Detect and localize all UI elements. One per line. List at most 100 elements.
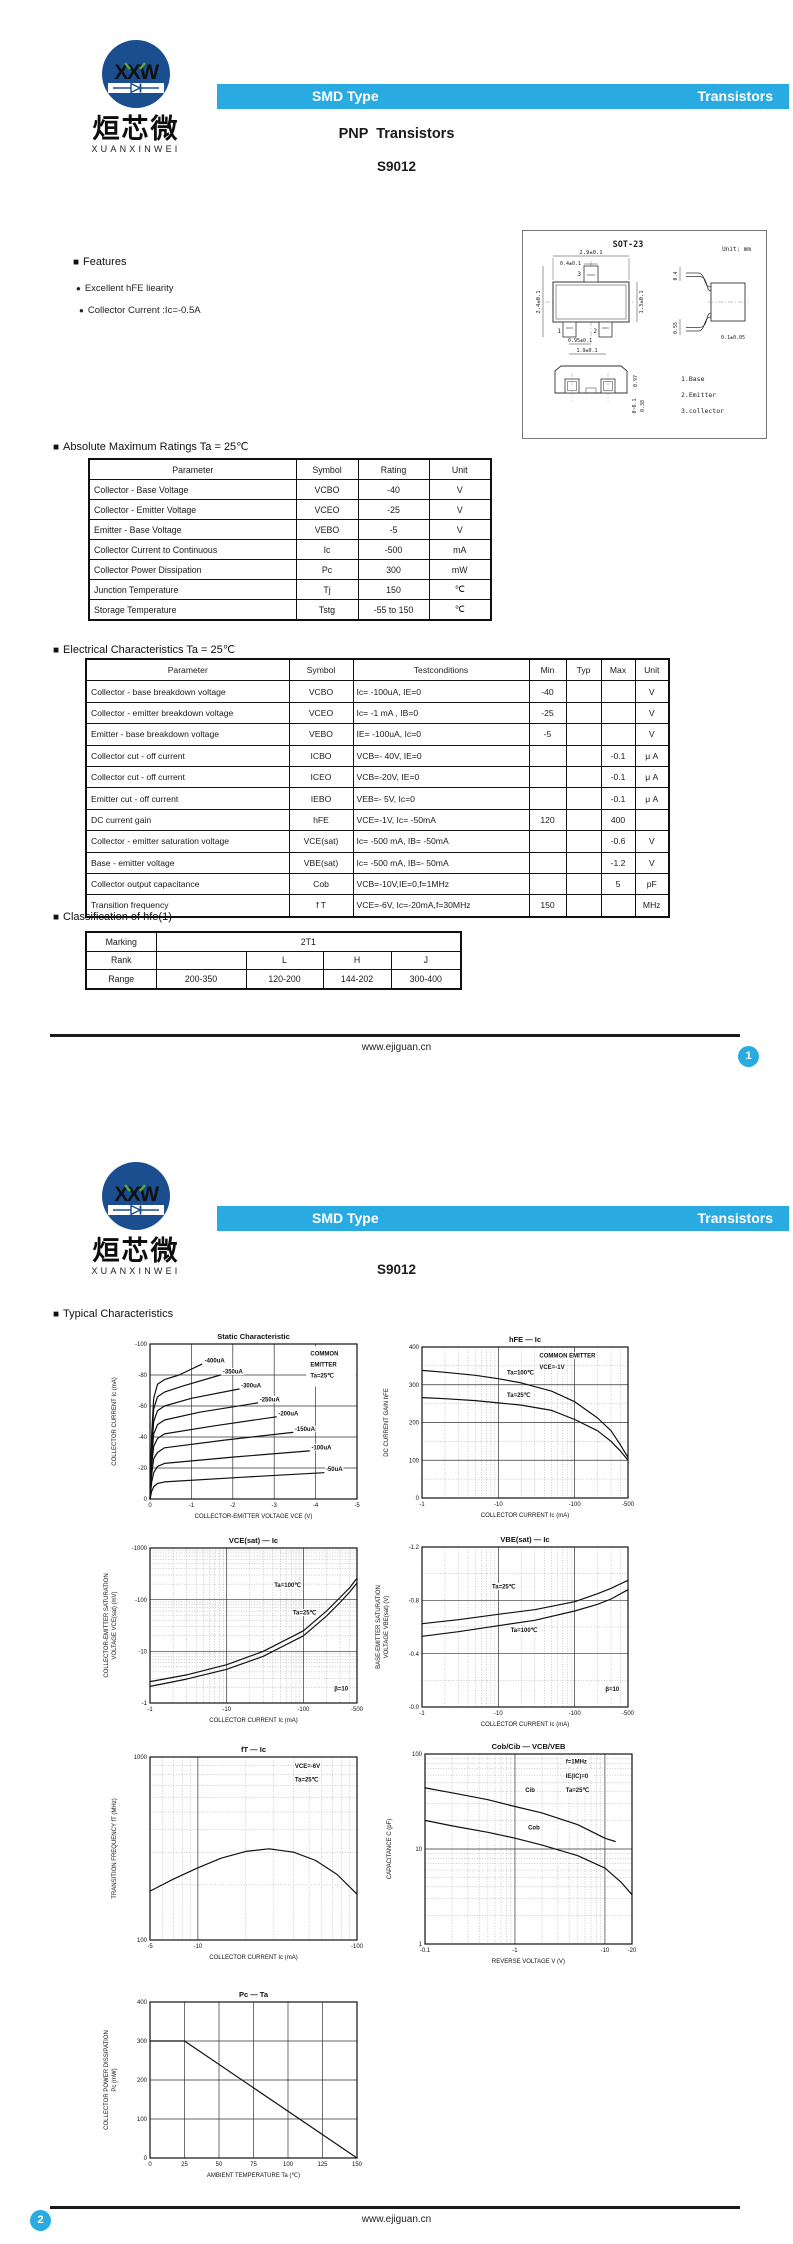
table-row: Collector - Emitter Voltage VCEO -25 V xyxy=(88,499,492,520)
logo-green-accent xyxy=(139,62,146,70)
table-cell: -0.6 xyxy=(600,830,636,853)
abs-max-heading: ■ Absolute Maximum Ratings Ta = 25℃ xyxy=(53,440,249,453)
table-cell: V xyxy=(428,499,492,520)
table-cell xyxy=(565,723,602,746)
company-logo: XXW 烜芯微 XUANXINWEI xyxy=(70,36,202,154)
svg-text:100: 100 xyxy=(137,1938,148,1944)
table-cell: Collector cut - off current xyxy=(85,744,290,767)
table-cell: Marking xyxy=(85,931,157,952)
svg-text:-10: -10 xyxy=(601,1948,610,1954)
section-square-icon: ■ xyxy=(53,442,60,453)
feature-item: ● Excellent hFE liearity xyxy=(76,283,174,294)
logo-english-name: XUANXINWEI xyxy=(91,144,181,154)
table-cell: L xyxy=(245,950,324,970)
table-cell: 120-200 xyxy=(245,969,324,989)
svg-text:300: 300 xyxy=(409,1383,420,1389)
table-cell: Collector - Emitter Voltage xyxy=(88,499,297,520)
svg-text:100: 100 xyxy=(137,2117,148,2123)
table-row: DC current gain hFE VCE=-1V, Ic= -50mA 120 4… xyxy=(85,808,670,832)
svg-text:-10: -10 xyxy=(494,1502,503,1508)
page-number-badge: 1 xyxy=(738,1046,759,1067)
package-unit: Unit: mm xyxy=(722,246,751,253)
svg-text:-3: -3 xyxy=(272,1503,278,1509)
absolute-maximum-ratings-table: Parameter Symbol Rating Unit Collector - Bas… xyxy=(88,458,492,621)
table-cell: -0.1 xyxy=(600,787,636,810)
svg-text:-5: -5 xyxy=(354,1503,360,1509)
table-cell: Collector - base breakdown voltage xyxy=(85,680,290,703)
section-square-icon: ■ xyxy=(53,645,60,656)
table-cell: VEBO xyxy=(288,723,354,746)
table-cell xyxy=(155,950,247,970)
table-cell: V xyxy=(428,519,492,540)
svg-text:VOLTAGE VCE(sat) (mV): VOLTAGE VCE(sat) (mV) xyxy=(112,1591,118,1659)
svg-text:COLLECTOR-EMITTER SATURATION: COLLECTOR-EMITTER SATURATION xyxy=(104,1573,110,1677)
front-pad-inner xyxy=(603,381,613,391)
svg-text:100: 100 xyxy=(412,1752,423,1758)
elec-char-heading-text: Electrical Characteristics Ta = 25℃ xyxy=(63,644,236,656)
table-cell: V xyxy=(634,830,670,853)
dim-1-3: 1.3±0.1 xyxy=(639,290,645,313)
feature-text: Collector Current :Ic=-0.5A xyxy=(87,305,201,316)
table-cell: mW xyxy=(428,559,492,580)
svg-text:-100: -100 xyxy=(135,1598,148,1604)
logo-monogram: XXW xyxy=(114,1183,159,1206)
elec-char-heading: ■ Electrical Characteristics Ta = 25℃ xyxy=(53,643,235,656)
part-number: S9012 xyxy=(376,1262,417,1277)
svg-text:-400uA: -400uA xyxy=(205,1359,226,1365)
table-row: Collector cut - off current ICBO VCB=- 40V… xyxy=(85,744,670,767)
package-name: SOT-23 xyxy=(613,240,644,250)
table-cell: Tj xyxy=(295,579,359,600)
section-square-icon: ■ xyxy=(73,257,80,268)
svg-text:-40: -40 xyxy=(138,1435,147,1441)
page-1: XXW 烜芯微 XUANXINWEI SMD Type Transistors … xyxy=(50,36,789,1067)
table-cell xyxy=(565,680,602,703)
svg-text:1: 1 xyxy=(419,1942,423,1948)
table-row: Collector - Base Voltage VCBO -40 V xyxy=(88,479,492,500)
table-cell: Transition frequency xyxy=(85,894,290,918)
svg-text:-60: -60 xyxy=(138,1404,147,1410)
svg-text:-80: -80 xyxy=(138,1373,147,1379)
banner-smd-type: SMD Type xyxy=(312,88,379,104)
column-header: Max xyxy=(600,658,636,682)
table-cell xyxy=(528,787,567,810)
svg-text:-1: -1 xyxy=(142,1701,148,1707)
column-header: Unit xyxy=(634,658,670,682)
table-cell: VEB=- 5V, Ic=0 xyxy=(352,787,530,810)
legend-collector: 3.collector xyxy=(681,407,724,415)
banner-transistors: Transistors xyxy=(697,88,773,104)
table-cell xyxy=(565,808,602,832)
table-cell: Ic= -500 mA, IB= -50mA xyxy=(352,830,530,853)
table-row: Collector - emitter breakdown voltage VCE… xyxy=(85,701,670,725)
table-cell: Storage Temperature xyxy=(88,599,297,621)
svg-text:200: 200 xyxy=(137,2078,148,2084)
svg-text:0: 0 xyxy=(148,1503,152,1509)
svg-text:-0.0: -0.0 xyxy=(409,1705,420,1711)
table-cell xyxy=(528,765,567,789)
svg-text:β=10: β=10 xyxy=(334,1687,349,1693)
chart-capacitance-vs-voltage: -0.1 -1 -10 -20 1 10 100 Cib Cob f=1MHz IE(IC)=0 Ta… xyxy=(387,1742,637,1965)
section-square-icon: ■ xyxy=(53,1309,60,1320)
svg-text:-350uA: -350uA xyxy=(223,1369,244,1375)
svg-text:hFE — Ic: hFE — Ic xyxy=(509,1335,541,1344)
company-logo: XXW 烜芯微 XUANXINWEI xyxy=(70,1158,202,1276)
svg-text:-10: -10 xyxy=(222,1707,231,1713)
column-header: Min xyxy=(528,658,567,682)
part-number: S9012 xyxy=(376,159,417,174)
svg-text:Static Characteristic: Static Characteristic xyxy=(217,1332,290,1341)
column-header: Rating xyxy=(357,458,430,480)
table-cell xyxy=(528,830,567,853)
svg-text:-500: -500 xyxy=(622,1502,635,1508)
table-cell: μ A xyxy=(634,787,670,810)
svg-text:Ta=25℃: Ta=25℃ xyxy=(507,1392,531,1399)
table-cell xyxy=(600,723,636,746)
table-cell: -5 xyxy=(528,723,567,746)
table-cell: Collector Power Dissipation xyxy=(88,559,297,580)
dim-0-4: 0.4±0.1 xyxy=(560,261,581,267)
table-cell: Collector output capacitance xyxy=(85,872,290,896)
svg-text:COLLECTOR CURRENT Ic (mA): COLLECTOR CURRENT Ic (mA) xyxy=(112,1377,118,1465)
svg-text:COLLECTOR-EMITTER VOLTAGE VC: COLLECTOR-EMITTER VOLTAGE VCE (V) xyxy=(195,1514,313,1520)
classification-table: Marking 2T1 Rank L H J Range 200-350 120… xyxy=(85,931,463,990)
chart-vbesat-vs-ic: -1 -10 -100 -500 -0.0 -0.4 -0.8 -1.2 Ta=25℃ Ta=10… xyxy=(376,1535,635,1728)
table-cell xyxy=(600,701,636,725)
svg-text:0: 0 xyxy=(144,1497,148,1503)
